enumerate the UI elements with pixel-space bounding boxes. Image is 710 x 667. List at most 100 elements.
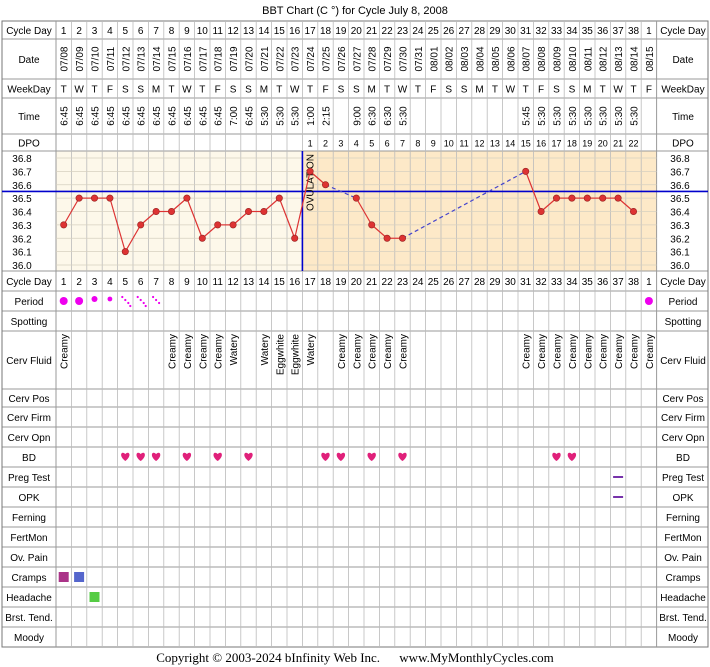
y-tick-label-right: 36.1: [670, 248, 690, 259]
weekday-cell: S: [353, 85, 360, 96]
time-cell: 5:30: [630, 106, 641, 126]
date-cell: 07/22: [275, 46, 286, 71]
dpo-cell: 20: [598, 139, 608, 149]
cerv-fluid-cell: Creamy: [168, 334, 179, 369]
time-cell: 6:45: [198, 106, 209, 126]
cycle-day-cell: 5: [123, 26, 129, 37]
weekday-cell: F: [215, 85, 221, 96]
time-cell: 5:30: [275, 106, 286, 126]
cycle-day-cell: 20: [351, 26, 363, 37]
cycle-day-cell-bottom: 22: [382, 277, 394, 288]
time-cell: 6:45: [137, 106, 148, 126]
period-spotting-dot: [129, 304, 132, 308]
weekday-cell: F: [646, 85, 652, 96]
time-cell: 7:00: [229, 106, 240, 126]
cycle-day-cell-bottom: 5: [123, 277, 129, 288]
cerv-fluid-cell: Creamy: [383, 334, 394, 369]
date-cell: 08/03: [460, 46, 471, 71]
period-spotting-dot: [127, 301, 130, 305]
cycle-day-cell: 15: [274, 26, 286, 37]
weekday-cell: S: [553, 85, 560, 96]
weekday-cell: M: [152, 85, 160, 96]
date-cell: 07/31: [414, 46, 425, 71]
site-link[interactable]: www.MyMonthlyCycles.com: [399, 650, 554, 665]
time-cell: 5:30: [553, 106, 564, 126]
cycle-day-cell-bottom: 13: [243, 277, 255, 288]
cycle-day-cell-bottom: 36: [597, 277, 609, 288]
time-cell: 6:45: [60, 106, 71, 126]
cycle-day-cell-bottom: 37: [613, 277, 625, 288]
row-label-ferning: Ferning: [12, 513, 46, 524]
temp-point: [599, 194, 607, 202]
cerv-fluid-cell: Creamy: [630, 334, 641, 369]
weekday-cell: T: [492, 85, 498, 96]
time-cell: 5:30: [399, 106, 410, 126]
row-label-headache: Headache: [6, 593, 52, 604]
cycle-day-cell: 7: [153, 26, 159, 37]
dpo-cell: 5: [369, 139, 374, 149]
cerv-fluid-cell: Creamy: [214, 334, 225, 369]
weekday-cell: W: [506, 85, 516, 96]
y-tick-label-left: 36.1: [12, 248, 32, 259]
cramps-square: [58, 572, 69, 582]
row-label-cerv-pos: Cerv Pos: [8, 394, 49, 405]
weekday-cell: S: [569, 85, 576, 96]
cycle-day-cell: 21: [366, 26, 378, 37]
temp-line-segment: [109, 197, 126, 252]
row-label-weekday-right: WeekDay: [661, 85, 704, 96]
date-cell: 07/30: [399, 46, 410, 71]
cycle-day-cell-bottom: 7: [153, 277, 159, 288]
time-cell: 6:30: [368, 106, 379, 126]
row-label-dpo: DPO: [18, 139, 40, 150]
row-label-date: Date: [18, 55, 40, 66]
cycle-day-cell-bottom: 24: [412, 277, 424, 288]
cycle-day-cell: 12: [228, 26, 240, 37]
row-label-cerv-firm: Cerv Firm: [7, 413, 51, 424]
time-cell: 5:30: [614, 106, 625, 126]
bd-heart-icon: [336, 452, 346, 461]
dpo-cell: 13: [490, 139, 500, 149]
cycle-day-cell: 38: [628, 26, 640, 37]
dpo-cell: 1: [308, 139, 313, 149]
cycle-day-cell-bottom: 19: [335, 277, 347, 288]
y-tick-label-right: 36.4: [670, 208, 690, 219]
temp-line-segment: [355, 197, 373, 226]
time-cell: 6:45: [214, 106, 225, 126]
period-spotting-dot: [158, 301, 161, 305]
cycle-day-cell: 3: [92, 26, 98, 37]
cycle-day-cell-bottom: 28: [474, 277, 486, 288]
cycle-day-cell-bottom: 20: [351, 277, 363, 288]
period-spotting-dot: [124, 298, 127, 302]
dpo-cell: 11: [459, 139, 468, 149]
y-tick-label-left: 36.5: [12, 194, 32, 205]
bd-heart-icon: [552, 452, 561, 461]
row-label-fertmon-right: FertMon: [664, 533, 701, 544]
cycle-day-cell: 19: [335, 26, 347, 37]
weekday-cell: S: [461, 85, 468, 96]
row-label-cycle-day-bottom-right: Cycle Day: [660, 277, 706, 288]
time-cell: 5:30: [291, 106, 302, 126]
temp-point: [168, 208, 176, 216]
dpo-cell: 4: [354, 139, 359, 149]
date-cell: 07/14: [152, 46, 163, 71]
cycle-day-cell: 25: [428, 26, 440, 37]
footer: Copyright © 2003-2024 bInfinity Web Inc.…: [0, 648, 710, 667]
temp-point: [552, 194, 560, 202]
date-cell: 08/10: [568, 46, 579, 71]
date-cell: 07/19: [229, 46, 240, 71]
row-label-cycle-day-bottom: Cycle Day: [6, 277, 52, 288]
y-tick-label-left: 36.6: [12, 181, 32, 192]
y-tick-label-left: 36.7: [12, 167, 32, 178]
bd-heart-icon: [182, 452, 192, 461]
weekday-cell: T: [415, 85, 421, 96]
cerv-fluid-cell: Watery: [306, 334, 317, 365]
dpo-cell: 9: [431, 139, 436, 149]
dpo-cell: 12: [474, 139, 484, 149]
cycle-day-cell: 30: [505, 26, 517, 37]
temp-gap-line: [402, 170, 526, 239]
dpo-cell: 18: [567, 139, 577, 149]
row-label-cramps: Cramps: [11, 573, 46, 584]
row-label-brst-tend-right: Brst. Tend.: [659, 613, 707, 624]
time-cell: 6:45: [168, 106, 179, 126]
bd-heart-icon: [321, 452, 330, 461]
